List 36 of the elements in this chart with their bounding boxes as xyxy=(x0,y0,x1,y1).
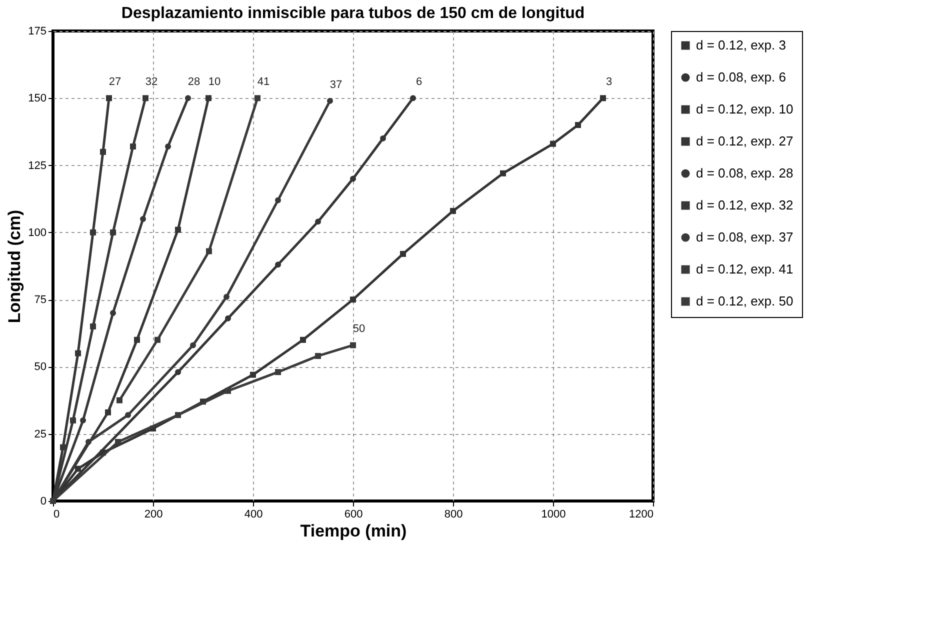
annotation: 6 xyxy=(416,76,422,88)
y-tick-label: 175 xyxy=(28,26,46,38)
x-tick-label: 200 xyxy=(144,508,163,520)
y-tick-label: 150 xyxy=(28,92,46,105)
y-tick-label: 50 xyxy=(34,361,46,374)
legend-label: d = 0.12, exp. 10 xyxy=(696,102,794,116)
y-tick-label: 25 xyxy=(34,428,46,440)
y-tick-label: 125 xyxy=(28,160,46,172)
annotation: 28 xyxy=(188,76,200,88)
annotation: 27 xyxy=(108,76,122,88)
legend-label: d = 0.08, exp. 28 xyxy=(696,166,794,180)
annotation: 37 xyxy=(330,78,342,91)
x-tick-label: 400 xyxy=(244,508,263,520)
y-tick-label: 100 xyxy=(28,226,46,239)
x-tick-label: 0 xyxy=(54,508,60,520)
legend-label: d = 0.12, exp. 3 xyxy=(696,38,786,52)
chart-title: Desplazamiento inmiscible para tubos de 150 cm de longitud xyxy=(121,5,585,22)
legend-label: d = 0.12, exp. 32 xyxy=(696,198,794,212)
annotation: 10 xyxy=(208,76,221,88)
annotation: 41 xyxy=(257,76,270,88)
legend-label: d = 0.08, exp. 6 xyxy=(696,70,786,84)
legend-label: d = 0.12, exp. 50 xyxy=(696,294,794,308)
annotation: 3 xyxy=(606,76,612,88)
x-axis-title: Tiempo (min) xyxy=(300,522,407,540)
annotation: 50 xyxy=(352,323,366,336)
legend-label: d = 0.12, exp. 27 xyxy=(696,134,794,148)
y-tick-label: 0 xyxy=(40,496,46,508)
x-tick-label: 1000 xyxy=(541,508,566,520)
legend-label: d = 0.12, exp. 41 xyxy=(696,262,794,276)
x-tick-label: 1200 xyxy=(629,508,654,520)
y-tick-label: 75 xyxy=(34,294,46,306)
x-tick-label: 800 xyxy=(444,508,463,520)
legend-label: d = 0.08, exp. 37 xyxy=(696,230,794,244)
x-tick-label: 600 xyxy=(344,508,363,520)
annotation: 32 xyxy=(145,76,158,88)
y-axis-title: Longitud (cm) xyxy=(5,210,24,324)
